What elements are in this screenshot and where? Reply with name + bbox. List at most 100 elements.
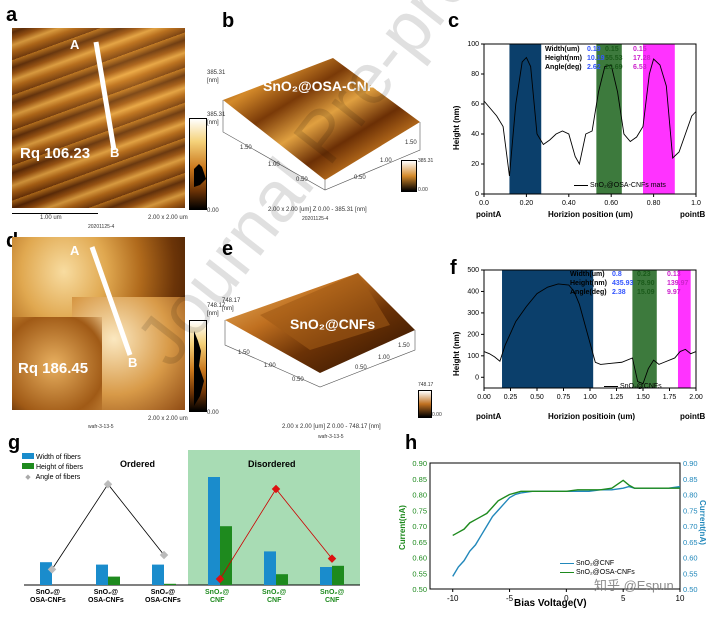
tick-b-r2: 0.50 — [354, 175, 366, 181]
cbar-max-a: 385.31 — [207, 112, 226, 118]
legend-c: SnO₂@OSA-CNFs mats — [574, 182, 666, 189]
profile-line — [483, 56, 697, 177]
ylabel-h-right: Current(nA) — [698, 500, 707, 545]
x-tick-label: 1.75 — [663, 394, 677, 401]
y-tick-label-left: 0.55 — [412, 569, 427, 578]
chart-f: 0.00 0.25 0.50 0.75 1.00 1.25 1.50 1.75 2.00 0 100… — [467, 267, 703, 401]
panel-label-b: b — [222, 10, 235, 32]
angle-marker — [103, 479, 113, 489]
y-tick-label: 0 — [475, 374, 479, 381]
xlabel-g: CNF — [266, 597, 282, 604]
table-c-rowname: Angle(deg) — [545, 64, 582, 71]
legend-h-1: SnO₂@OSA-CNFs — [575, 569, 635, 576]
tick-b-r1: 1.00 — [380, 158, 392, 164]
x-tick-label: 0.80 — [647, 200, 661, 207]
cbar-max-d: 748.17 — [207, 303, 226, 309]
x-tick-label: 0 — [564, 594, 569, 603]
table-c-cell: 6.53 — [633, 64, 647, 71]
y-tick-label-left: 0.90 — [412, 459, 427, 468]
tick-b-l0: 1.50 — [240, 145, 252, 151]
x-tick-label: 0.50 — [530, 394, 544, 401]
highlight-band — [502, 270, 594, 388]
xlabel-g-4: SnO₂@ CNF — [262, 589, 286, 605]
cbar-max-b: 385.31 — [418, 158, 434, 164]
table-f-cell: 78.90 — [637, 280, 655, 287]
table-c: Width(um) 0.19 0.15 0.15 Height(nm) 10.1955.… — [545, 45, 651, 72]
x-tick-label: 1.00 — [583, 394, 597, 401]
panel-label-e: e — [222, 238, 234, 260]
y-tick-label-left: 0.60 — [412, 554, 427, 563]
point-a-label: A — [70, 37, 80, 52]
table-f: Width(um) 0.8 0.23 0.13 Height(nm) 435.93 78.… — [570, 270, 688, 297]
tick-e-r0: 0.50 — [355, 365, 367, 371]
highlight-band — [632, 270, 657, 388]
xlabel-g: SnO₂@ — [262, 589, 287, 596]
size-label-a: 2.00 x 2.00 um — [148, 215, 188, 221]
ylabel-f: Height (nm) — [452, 331, 461, 376]
table-c-cell: 17.28 — [633, 55, 651, 62]
bar-height — [276, 574, 288, 585]
cbar-min-a: 0.00 — [207, 208, 219, 214]
legend-h-0: SnO₂@CNF — [575, 560, 615, 567]
table-f-cell: 9.97 — [667, 289, 681, 296]
caption-e: 2.00 x 2.00 [um] Z 0.00 - 748.17 [nm] — [282, 424, 381, 430]
table-f-rowname: Height(nm) — [570, 280, 607, 287]
y-tick-label-right: 0.60 — [683, 554, 698, 563]
x-tick-label: 2.00 — [689, 394, 703, 401]
date-e: wafr-3-13-5 — [318, 434, 344, 440]
scalebar-a — [12, 213, 98, 214]
series-line-1 — [452, 479, 680, 537]
bar-height — [164, 583, 176, 585]
x-tick-label: 10 — [676, 594, 685, 603]
zunit-e: [nm] — [222, 306, 234, 312]
x-tick-label: -10 — [447, 594, 459, 603]
bar-width — [264, 551, 276, 585]
y-tick-label-left: 0.75 — [412, 506, 427, 515]
table-f-cell: 0.23 — [637, 271, 651, 278]
x-tick-label: 5 — [621, 594, 626, 603]
xlabel-g-5: SnO₂@ CNF — [320, 589, 344, 605]
point-b-label: B — [110, 145, 120, 160]
bar-width — [152, 564, 164, 585]
rq-value-d: Rq 186.45 — [18, 360, 89, 377]
cbar-unit-d: [nm] — [207, 311, 219, 317]
point-a-f: pointA — [476, 412, 502, 421]
y-tick-label: 100 — [467, 353, 479, 360]
table-c-cell: 20.69 — [605, 64, 623, 71]
ylabel-h-left: Current(nA) — [398, 505, 407, 550]
tick-b-r0: 1.50 — [405, 140, 417, 146]
y-tick-label: 100 — [467, 41, 479, 48]
tick-b-l1: 1.00 — [268, 162, 280, 168]
xlabel-g-2: SnO₂@ OSA-CNFs — [145, 589, 181, 605]
x-tick-label: 0.0 — [479, 200, 489, 207]
xlabel-g: SnO₂@ — [150, 589, 176, 596]
cbar-unit-a: [nm] — [207, 120, 219, 126]
bar-height — [108, 576, 120, 585]
y-tick-label: 60 — [471, 101, 479, 108]
highlight-band — [677, 270, 691, 388]
zmax-b: 385.31 — [207, 70, 226, 76]
y-tick-label-left: 0.65 — [412, 538, 427, 547]
table-f-cell: 0.13 — [667, 271, 681, 278]
panel-label-g: g — [8, 432, 21, 454]
point-a-c: pointA — [476, 210, 502, 219]
tick-e-l0: 1.50 — [238, 350, 250, 356]
y-tick-label-right: 0.75 — [683, 506, 698, 515]
x-tick-label: -5 — [506, 594, 514, 603]
panel-label-h: h — [405, 432, 418, 454]
date-a: 20201125-4 — [88, 224, 115, 230]
y-tick-label: 80 — [471, 71, 479, 78]
zunit-b: [nm] — [207, 78, 219, 84]
table-c-cell: 2.62 — [587, 64, 601, 71]
legend-c-text: SnO₂@OSA-CNFs mats — [589, 182, 666, 189]
table-f-cell: 15.09 — [637, 289, 655, 296]
size-label-d: 2.00 x 2.00 um — [148, 416, 188, 422]
x-tick-label: 1.0 — [691, 200, 701, 207]
y-tick-label: 400 — [467, 288, 479, 295]
point-b-f: pointB — [680, 412, 706, 421]
xlabel-g: SnO₂@ — [320, 589, 345, 596]
line-ab-d — [89, 246, 133, 356]
xlabel-g-3: SnO₂@ CNF — [205, 589, 229, 605]
point-a-label-d: A — [70, 243, 80, 258]
legend-g-width: Width of fibers — [35, 454, 81, 461]
